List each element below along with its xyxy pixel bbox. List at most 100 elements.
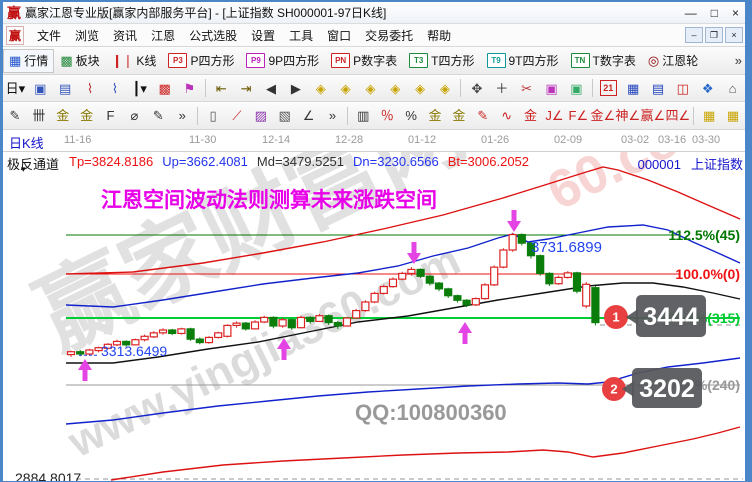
candle-body[interactable]: [241, 322, 250, 330]
candle-body[interactable]: [269, 316, 278, 327]
draw-tool-6-icon[interactable]: ✎: [152, 108, 164, 123]
toolbar-button-江恩轮[interactable]: ◎ 江恩轮: [642, 49, 704, 73]
maximize-button[interactable]: □: [710, 5, 718, 20]
draw-tool-1-icon[interactable]: 卌: [32, 108, 46, 123]
mdi-restore-button[interactable]: ❐: [705, 27, 723, 43]
menu-item-文件[interactable]: 文件: [37, 28, 62, 43]
nav-tool-1-icon[interactable]: ▣: [34, 80, 47, 96]
kline-chart-canvas[interactable]: 赢家财富网www.yingjia360.com60.com3731.689933…: [3, 152, 745, 481]
candle-body[interactable]: [379, 285, 388, 295]
candle-body[interactable]: [563, 272, 572, 279]
candle-body[interactable]: [407, 268, 416, 275]
candle-body[interactable]: [462, 299, 471, 306]
indicator-name[interactable]: 极反通道: [7, 154, 59, 175]
candle-body[interactable]: [260, 316, 269, 323]
candle-body[interactable]: [112, 340, 122, 346]
nav-tool-6-icon[interactable]: ▩: [158, 80, 171, 96]
toolbar-button-9T四方形[interactable]: T9 9T四方形: [481, 49, 565, 73]
toolbar-button-T四方形[interactable]: T3 T四方形: [403, 49, 480, 73]
draw-tool-5-icon[interactable]: ⌀: [130, 108, 139, 123]
draw-tool-26-icon[interactable]: 金∠: [590, 108, 616, 123]
toolbar-overflow-chevron[interactable]: »: [734, 53, 742, 68]
candle-body[interactable]: [508, 233, 517, 251]
candle-body[interactable]: [572, 272, 582, 292]
marker-circle-2[interactable]: [602, 377, 626, 401]
nav-tool-29-icon[interactable]: ◫: [676, 80, 689, 96]
candle-body[interactable]: [306, 316, 315, 323]
draw-tool-28-icon[interactable]: 赢∠: [640, 108, 666, 123]
nav-tool-30-icon[interactable]: ❖: [701, 80, 714, 96]
chart-area[interactable]: 极反通道 Tp=3824.8186 Up=3662.4081 Md=3479.525…: [3, 152, 745, 481]
draw-tool-11-icon[interactable]: ▨: [254, 108, 267, 123]
candle-body[interactable]: [250, 321, 260, 330]
candle-body[interactable]: [149, 332, 158, 338]
marker-circle-1[interactable]: [604, 305, 628, 329]
candle-body[interactable]: [85, 349, 94, 355]
nav-tool-11-icon[interactable]: ◀: [266, 80, 277, 96]
nav-tool-20-icon[interactable]: ✥: [471, 80, 483, 96]
candle-body[interactable]: [158, 329, 168, 334]
menu-item-窗口[interactable]: 窗口: [327, 28, 352, 43]
draw-tool-23-icon[interactable]: 金: [524, 108, 538, 123]
candle-body[interactable]: [195, 338, 204, 344]
candle-body[interactable]: [536, 255, 545, 275]
candle-body[interactable]: [66, 351, 76, 356]
candle-body[interactable]: [315, 315, 324, 323]
candle-body[interactable]: [278, 319, 287, 327]
draw-tool-24-icon[interactable]: J∠: [545, 108, 564, 123]
toolbar-button-P数字表[interactable]: PN P数字表: [325, 49, 403, 73]
nav-tool-12-icon[interactable]: ▶: [290, 80, 301, 96]
toolbar-button-板块[interactable]: ▩ 板块: [54, 49, 105, 73]
nav-tool-15-icon[interactable]: ◈: [365, 80, 376, 96]
draw-tool-0-icon[interactable]: ✎: [9, 108, 21, 123]
candle-body[interactable]: [76, 351, 85, 355]
candle-body[interactable]: [499, 249, 508, 268]
candle-body[interactable]: [352, 309, 361, 319]
draw-tool-19-icon[interactable]: 金: [428, 108, 442, 123]
nav-tool-28-icon[interactable]: ▤: [651, 80, 665, 96]
candle-body[interactable]: [490, 266, 499, 286]
candle-body[interactable]: [545, 272, 554, 285]
candle-body[interactable]: [214, 332, 223, 339]
nav-tool-16-icon[interactable]: ◈: [390, 80, 401, 96]
nav-tool-27-icon[interactable]: ▦: [626, 80, 640, 96]
nav-tool-0-icon[interactable]: 日▾: [5, 80, 26, 96]
nav-tool-9-icon[interactable]: ⇤: [215, 80, 227, 96]
candle-body[interactable]: [186, 328, 195, 340]
candle-body[interactable]: [582, 283, 591, 307]
mdi-minimize-button[interactable]: –: [685, 27, 703, 43]
nav-tool-7-icon[interactable]: ⚑: [183, 80, 196, 96]
nav-tool-2-icon[interactable]: ▤: [59, 80, 72, 96]
draw-tool-29-icon[interactable]: 四∠: [665, 108, 691, 123]
menu-item-帮助[interactable]: 帮助: [427, 28, 452, 43]
candle-body[interactable]: [453, 295, 462, 301]
candle-body[interactable]: [388, 278, 398, 288]
menu-item-资讯[interactable]: 资讯: [113, 28, 138, 43]
draw-tool-20-icon[interactable]: 金: [452, 108, 466, 123]
candle-body[interactable]: [480, 284, 490, 300]
draw-tool-21-icon[interactable]: ✎: [477, 108, 489, 123]
candle-body[interactable]: [416, 268, 425, 277]
draw-tool-22-icon[interactable]: ∿: [501, 108, 513, 123]
close-button[interactable]: ×: [731, 5, 739, 20]
nav-tool-24-icon[interactable]: ▣: [570, 80, 583, 96]
candle-body[interactable]: [398, 272, 407, 280]
draw-tool-9-icon[interactable]: ▯: [209, 108, 217, 123]
tab-daily-kline[interactable]: 日K线: [9, 136, 44, 151]
candle-body[interactable]: [526, 242, 536, 257]
draw-tool-16-icon[interactable]: ▥: [357, 108, 370, 123]
candle-body[interactable]: [591, 287, 600, 324]
draw-tool-18-icon[interactable]: %: [405, 108, 417, 123]
draw-tool-4-icon[interactable]: F: [106, 108, 115, 123]
toolbar-button-T数字表[interactable]: TN T数字表: [565, 49, 642, 73]
candle-body[interactable]: [425, 275, 434, 284]
candle-body[interactable]: [232, 322, 241, 327]
candle-body[interactable]: [517, 233, 526, 244]
toolbar-button-9P四方形[interactable]: P9 9P四方形: [240, 49, 325, 73]
nav-tool-13-icon[interactable]: ◈: [315, 80, 326, 96]
candle-body[interactable]: [223, 324, 232, 337]
candle-body[interactable]: [554, 276, 563, 285]
draw-tool-27-icon[interactable]: 神∠: [615, 108, 641, 123]
candle-body[interactable]: [94, 347, 103, 352]
draw-tool-32-icon[interactable]: ▦: [726, 108, 740, 123]
